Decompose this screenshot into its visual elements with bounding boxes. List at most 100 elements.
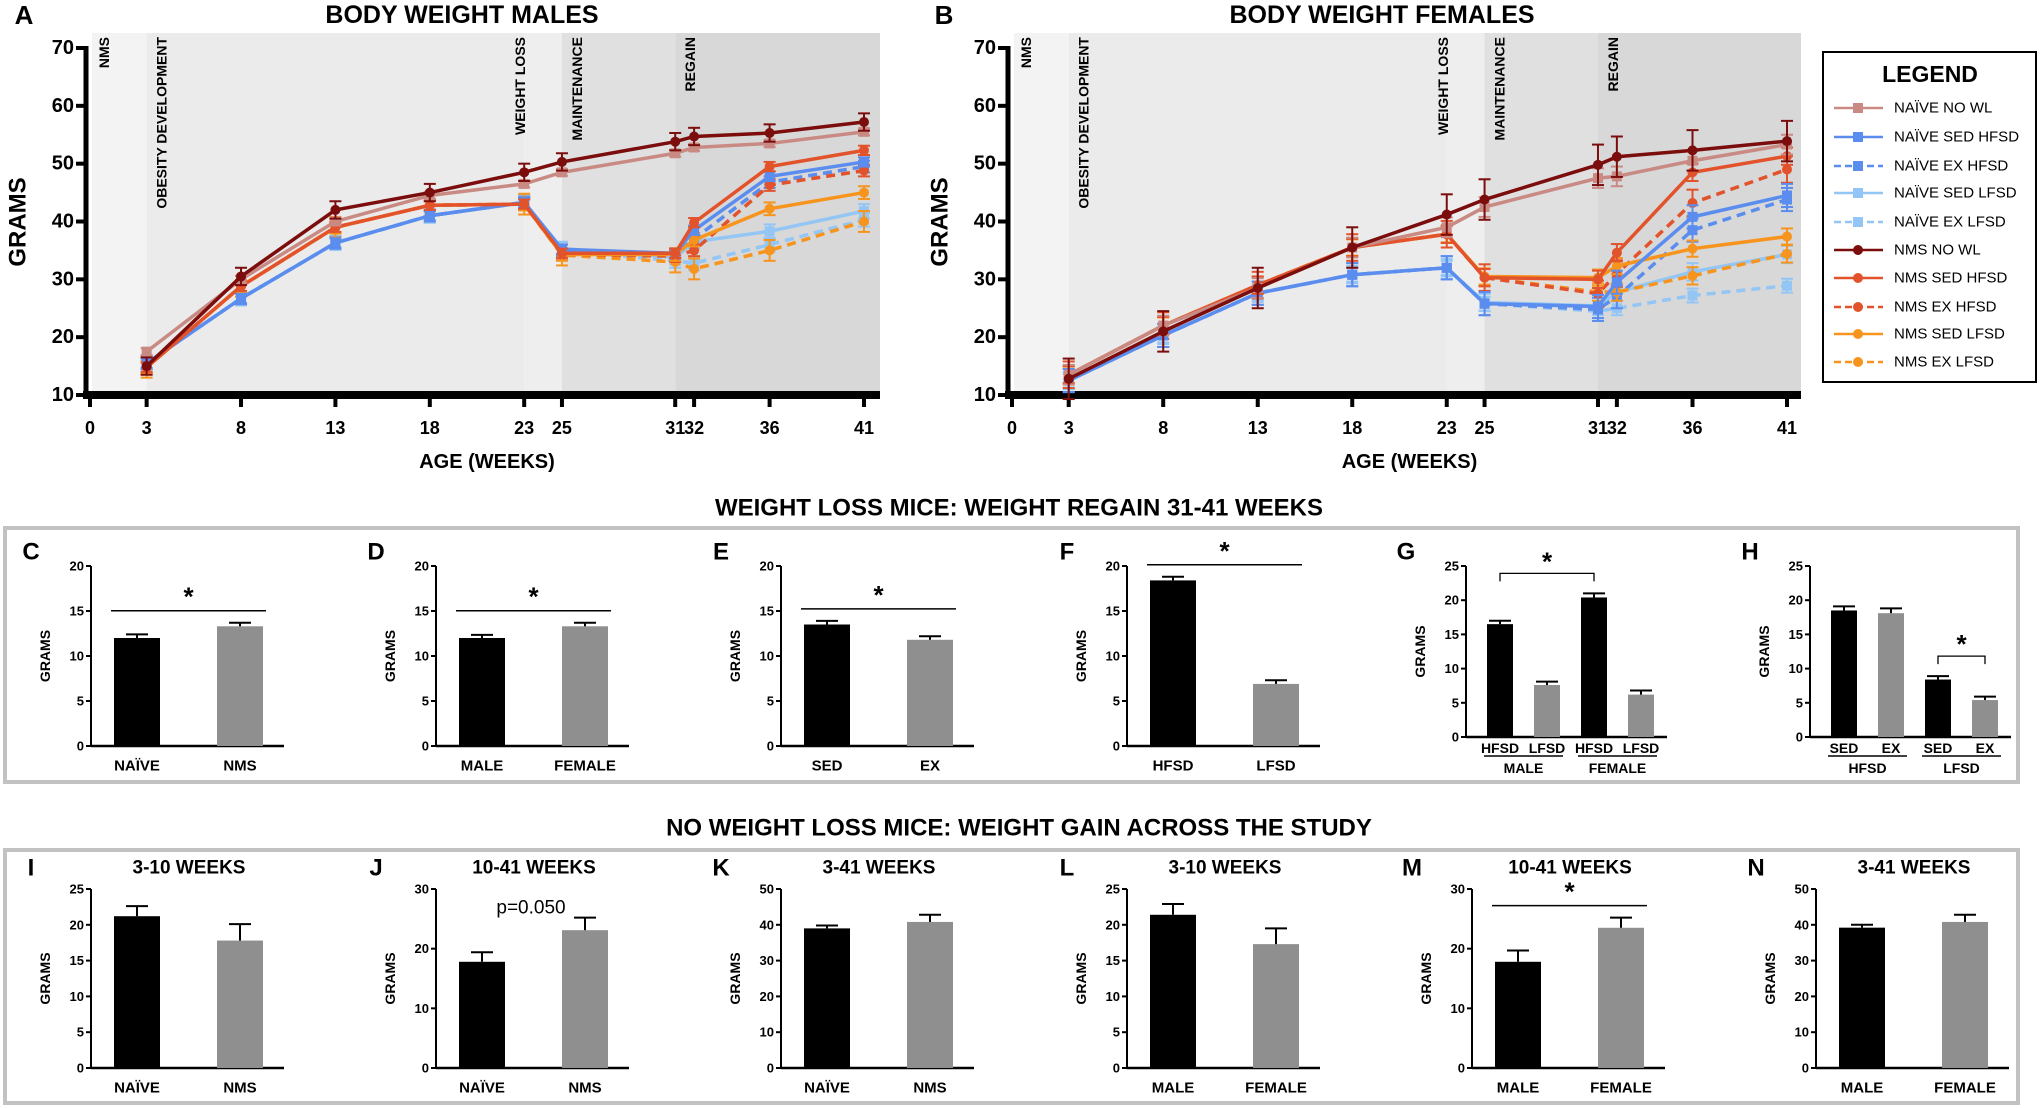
y-tick-label: 70: [974, 37, 996, 59]
data-point: [1782, 231, 1792, 242]
phase-band: [1068, 33, 1447, 395]
bar: [1839, 927, 1885, 1068]
y-axis-label: GRAMS: [927, 177, 954, 266]
y-tick-label: 10: [1445, 661, 1459, 676]
legend-item: NMS SED LFSD: [1834, 326, 2005, 343]
y-tick-label: 10: [415, 649, 429, 664]
data-point: [556, 167, 567, 178]
bar: [1253, 944, 1299, 1068]
phase-label: WEIGHT LOSS: [512, 37, 528, 135]
x-tick-label: EX: [1882, 740, 1901, 756]
y-tick-label: 0: [1113, 1061, 1120, 1076]
legend-label: NMS SED HFSD: [1894, 270, 2008, 287]
y-tick-label: 10: [1795, 1025, 1809, 1040]
data-point: [764, 138, 775, 149]
legend-label: NAÏVE NO WL: [1894, 100, 1992, 117]
legend-label: NAÏVE SED LFSD: [1894, 185, 2017, 202]
x-tick-label: 13: [1248, 418, 1268, 438]
data-point: [519, 167, 530, 178]
x-tick-label: 0: [1007, 418, 1017, 438]
bar: [1598, 927, 1644, 1068]
panel-letter: I: [28, 855, 35, 882]
x-tick-label: 41: [1777, 418, 1797, 438]
y-tick-label: 30: [760, 953, 774, 968]
x-tick-label: 23: [1437, 418, 1457, 438]
y-axis-label: GRAMS: [1418, 952, 1434, 1004]
series-line: [145, 130, 865, 354]
bar-chart-D: D 0 5 10 15 20 GRAMS MALE FEMALE *: [367, 539, 629, 775]
legend-item: NAÏVE EX LFSD: [1834, 214, 2006, 231]
phase-label: REGAIN: [1605, 37, 1621, 91]
data-point: [1592, 288, 1603, 299]
panel-letter: G: [1397, 539, 1416, 566]
y-axis-label: GRAMS: [382, 952, 398, 1004]
y-tick-label: 20: [1445, 593, 1459, 608]
y-tick-label: 15: [70, 604, 84, 619]
legend-item: NMS NO WL: [1834, 242, 1981, 259]
bar: [114, 916, 160, 1068]
data-point: [859, 126, 869, 137]
y-axis-label: GRAMS: [1073, 952, 1089, 1004]
bar-chart-I: I 3-10 WEEKS 0 5 10 15 20 25 GRAMS NAÏVE NMS: [28, 855, 284, 1097]
y-tick-label: 20: [415, 941, 429, 956]
group-label: HFSD: [1848, 760, 1886, 776]
legend-label: NAÏVE EX HFSD: [1894, 158, 2008, 175]
y-tick-label: 30: [1451, 882, 1465, 897]
data-point: [689, 225, 700, 236]
series-line: [1067, 139, 1788, 381]
y-tick-label: 25: [1789, 559, 1803, 574]
x-tick-label: 31: [665, 418, 685, 438]
data-point: [1479, 272, 1490, 283]
y-tick-label: 20: [1451, 941, 1465, 956]
legend-marker: [1853, 245, 1863, 255]
y-tick-label: 20: [52, 326, 74, 348]
significance-star: *: [873, 580, 884, 610]
data-point: [141, 361, 152, 372]
significance-star: *: [183, 582, 194, 612]
legend-label: NAÏVE EX LFSD: [1894, 214, 2006, 231]
y-tick-label: 60: [974, 95, 996, 117]
y-tick-label: 5: [767, 694, 774, 709]
panel-letter: F: [1060, 539, 1075, 566]
bar: [1150, 914, 1196, 1068]
data-point: [424, 187, 435, 198]
panel-letter: D: [367, 539, 384, 566]
y-tick-label: 20: [1789, 593, 1803, 608]
y-tick-label: 0: [77, 1061, 84, 1076]
legend-marker: [1853, 188, 1863, 198]
bar: [1925, 679, 1951, 737]
bar: [1150, 580, 1196, 746]
y-tick-label: 10: [1789, 661, 1803, 676]
chart-subtitle: 10-41 WEEKS: [472, 858, 596, 879]
y-tick-label: 25: [1445, 559, 1459, 574]
data-point: [330, 216, 341, 227]
legend-marker: [1853, 161, 1863, 171]
data-point: [330, 204, 341, 215]
bar: [1628, 694, 1654, 737]
y-tick-label: 10: [52, 384, 74, 406]
significance-star: *: [1564, 877, 1575, 907]
data-point: [764, 171, 775, 182]
bar: [217, 626, 263, 746]
data-point: [764, 128, 775, 139]
bar-chart-G: G 0 5 10 15 20 25 GRAMS HFSD LFSD HFSD LFSD MALE FEMA…: [1397, 539, 1667, 776]
y-tick-label: 5: [1113, 1025, 1120, 1040]
bar: [1972, 700, 1998, 737]
bar: [1942, 921, 1988, 1068]
bar-chart-C: C 0 5 10 15 20 GRAMS NAÏVE NMS *: [22, 539, 284, 775]
legend-marker: [1853, 273, 1863, 283]
data-point: [519, 199, 530, 210]
data-point: [556, 156, 567, 167]
x-tick-label: FEMALE: [1245, 1080, 1307, 1097]
phase-label: OBESITY DEVELOPMENT: [1076, 37, 1092, 209]
chart-subtitle: 10-41 WEEKS: [1508, 858, 1632, 879]
bar: [804, 928, 850, 1068]
y-axis-label: GRAMS: [727, 952, 743, 1004]
y-tick-label: 5: [77, 1025, 84, 1040]
x-tick-label: SED: [812, 758, 843, 775]
panel-letter: M: [1402, 855, 1422, 882]
bar: [1534, 685, 1560, 737]
y-tick-label: 20: [70, 917, 84, 932]
y-tick-label: 30: [415, 882, 429, 897]
significance-marker: *: [1147, 536, 1302, 566]
